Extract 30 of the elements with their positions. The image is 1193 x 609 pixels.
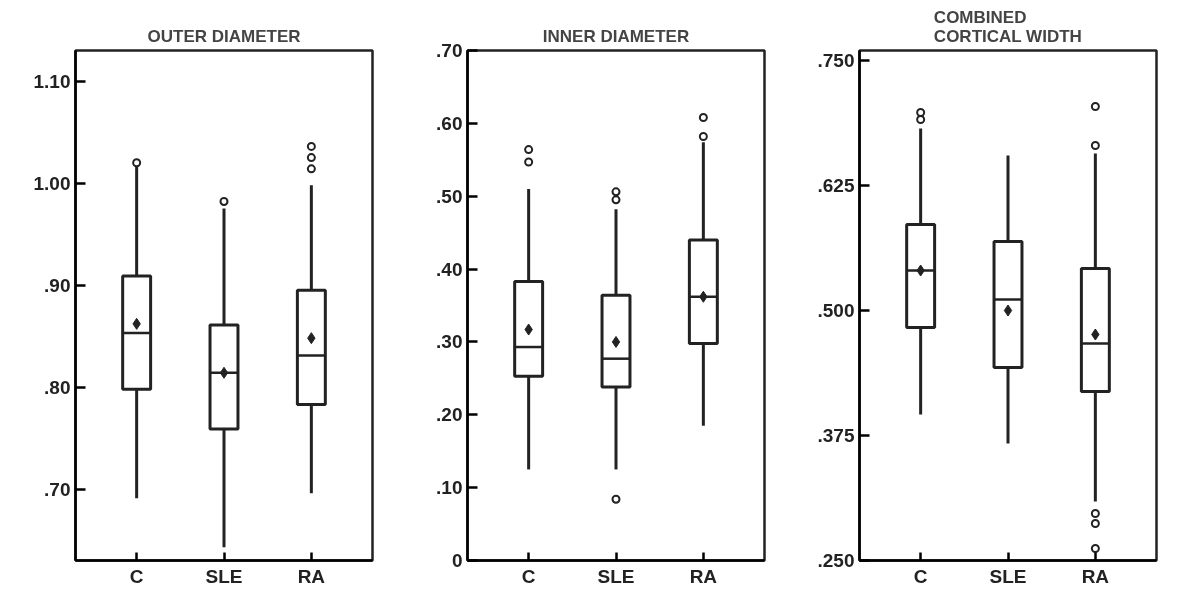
y-tick-label: .50: [436, 185, 463, 207]
y-tick-label: 0: [451, 550, 463, 571]
x-tick-label: SLE: [597, 565, 635, 587]
y-tick-label: .30: [436, 331, 463, 353]
y-tick-label: .20: [436, 404, 463, 426]
x-tick-label: C: [129, 565, 144, 587]
x-tick-label: C: [913, 565, 928, 587]
y-tick-label: .70: [436, 40, 463, 61]
x-tick-label: SLE: [989, 565, 1027, 587]
x-tick-label: SLE: [205, 565, 243, 587]
y-tick-label: .90: [44, 274, 71, 296]
y-tick-label: .60: [436, 112, 463, 134]
chart-title: OUTER DIAMETER: [147, 26, 301, 46]
y-tick-label: .80: [44, 376, 71, 398]
y-tick-label: .40: [436, 258, 463, 280]
y-tick-label: .70: [44, 478, 71, 500]
y-tick-label: 1.00: [33, 172, 71, 194]
y-tick-label: .10: [436, 477, 463, 499]
x-tick-label: RA: [689, 565, 718, 587]
y-tick-label: .500: [817, 300, 855, 321]
y-tick-label: .625: [817, 175, 855, 196]
y-tick-label: .375: [817, 425, 855, 446]
y-tick-label: .750: [817, 50, 855, 71]
x-tick-label: C: [521, 565, 536, 587]
chart-title: INNER DIAMETER: [542, 26, 690, 46]
y-tick-label: 1.10: [33, 70, 71, 92]
x-tick-label: RA: [1081, 565, 1110, 587]
x-tick-label: RA: [297, 565, 326, 587]
chart-title: COMBINED CORTICAL WIDTH: [933, 7, 1082, 46]
y-tick-label: .250: [817, 550, 855, 571]
